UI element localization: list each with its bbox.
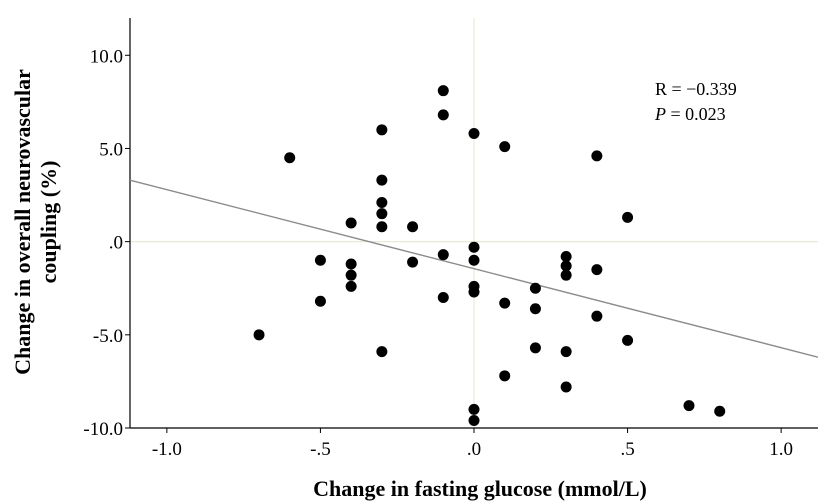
data-point [253, 329, 265, 341]
data-point [468, 286, 480, 298]
data-point [376, 197, 388, 208]
data-point [376, 346, 388, 358]
data-point [437, 85, 449, 97]
tick-labels: -1.0 -.5 .0 .5 1.0 -10.0 -5.0 .0 5.0 10.0 [83, 46, 793, 460]
data-point [345, 217, 357, 229]
data-point [314, 254, 326, 266]
x-tick-label: -1.0 [152, 439, 182, 460]
data-point [376, 174, 388, 186]
x-tick-label: -.5 [310, 439, 331, 460]
data-point [591, 150, 603, 162]
data-point [529, 342, 541, 354]
p-label: P [654, 104, 666, 124]
x-tick-label: 1.0 [769, 439, 793, 460]
data-point [345, 258, 357, 270]
data-point [468, 403, 480, 415]
p-annotation: P = 0.023 [654, 104, 726, 124]
data-point [499, 370, 511, 382]
data-point [468, 254, 480, 266]
data-point [376, 221, 388, 233]
data-point [622, 334, 634, 346]
x-axis-title: Change in fasting glucose (mmol/L) [313, 476, 647, 501]
data-point [529, 282, 541, 294]
y-tick-label: .0 [109, 233, 123, 254]
data-point [683, 400, 695, 412]
data-points [253, 85, 726, 427]
data-point [437, 249, 449, 261]
data-point [407, 221, 419, 233]
axes [125, 18, 818, 433]
fit-line [129, 179, 818, 358]
data-point [468, 128, 480, 140]
data-point [468, 241, 480, 253]
data-point [345, 280, 357, 292]
y-axis-title-line-2: coupling (%) [36, 161, 61, 284]
data-point [437, 109, 449, 121]
data-point [345, 269, 357, 281]
x-tick-label: .5 [620, 439, 634, 460]
data-point [376, 124, 388, 136]
y-tick-label: -5.0 [93, 326, 123, 347]
data-point [314, 295, 326, 307]
data-point [468, 415, 480, 427]
y-tick-label: 10.0 [90, 46, 123, 67]
data-point [499, 141, 511, 153]
data-point [622, 211, 634, 223]
data-point [714, 405, 726, 417]
data-point [560, 260, 572, 272]
data-point [560, 251, 572, 263]
y-axis-title-line-1: Change in overall neurovascular [10, 69, 35, 375]
data-point [560, 269, 572, 281]
data-point [407, 256, 419, 268]
data-point [529, 303, 541, 315]
y-tick-label: -10.0 [83, 419, 123, 440]
data-point [376, 208, 388, 220]
r-annotation: R = −0.339 [655, 79, 737, 99]
data-point [437, 292, 449, 304]
p-value: = 0.023 [666, 104, 726, 124]
fit-line-group [129, 179, 818, 358]
data-point [284, 152, 296, 164]
data-point [499, 297, 511, 309]
y-tick-label: 5.0 [99, 139, 123, 160]
data-point [591, 264, 603, 276]
x-tick-label: .0 [467, 439, 481, 460]
data-point [560, 346, 572, 358]
reference-lines [130, 18, 818, 428]
data-point [591, 310, 603, 322]
data-point [560, 381, 572, 393]
